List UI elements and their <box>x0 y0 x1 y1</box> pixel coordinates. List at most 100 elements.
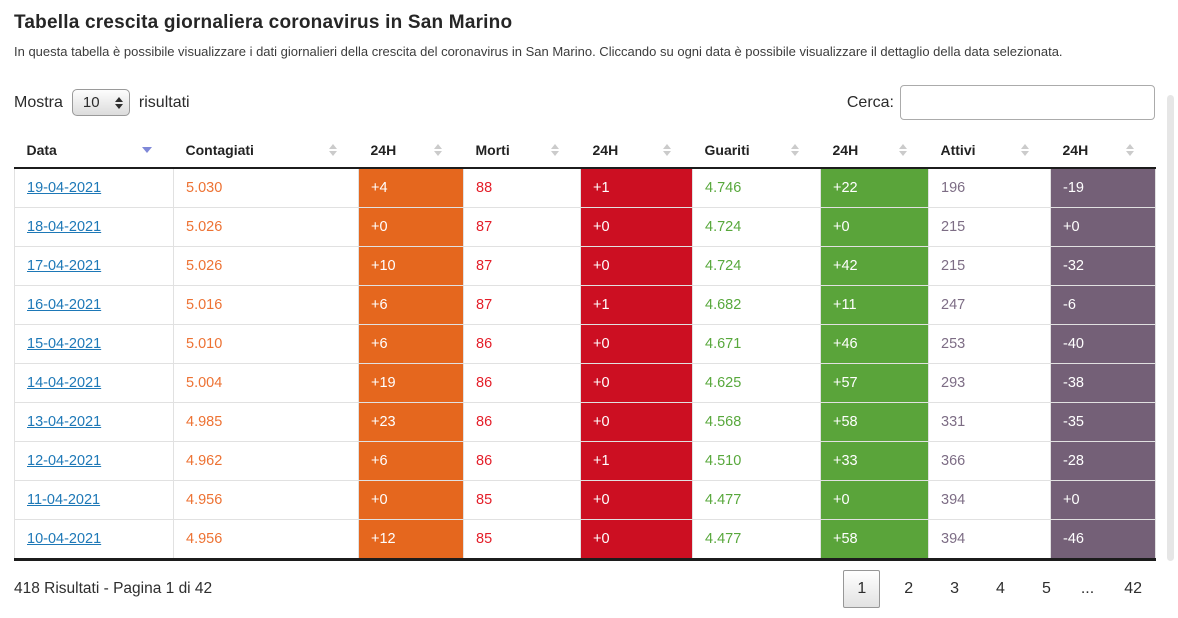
sort-both-icon <box>898 144 907 156</box>
cell-morti_24h: +0 <box>580 519 693 560</box>
vertical-scrollbar[interactable] <box>1167 95 1174 561</box>
search-label: Cerca: <box>846 93 894 111</box>
date-link[interactable]: 19-04-2021 <box>27 180 102 196</box>
column-header-guariti_24h[interactable]: 24H <box>821 133 929 168</box>
cell-attivi_24h: +0 <box>1050 480 1156 520</box>
table-controls: Mostra 10 risultati Cerca: <box>14 85 1155 120</box>
search-control: Cerca: <box>847 85 1155 120</box>
cell-guariti_24h: +42 <box>820 246 929 286</box>
cell-contagiati_24h: +0 <box>358 207 464 247</box>
table-row: 10-04-2021 4.956 +12 85 +0 4.477 +58 394 -46 <box>14 519 1156 560</box>
pagination-page-5[interactable]: 5 <box>1041 580 1051 597</box>
cell-morti: 86 <box>463 402 581 442</box>
cell-attivi: 331 <box>928 402 1051 442</box>
table-row: 12-04-2021 4.962 +6 86 +1 4.510 +33 366 -28 <box>14 441 1156 481</box>
cell-guariti_24h: +46 <box>820 324 929 364</box>
sort-both-icon <box>433 144 442 156</box>
cell-morti: 85 <box>463 480 581 520</box>
cell-attivi_24h: +0 <box>1050 207 1156 247</box>
pagination-page-3[interactable]: 3 <box>950 580 960 597</box>
show-results-select[interactable]: 10 <box>71 89 130 116</box>
cell-guariti: 4.724 <box>692 207 821 247</box>
date-link[interactable]: 13-04-2021 <box>27 414 102 430</box>
table-header-row: Data Contagiati 24H Morti 24H Guariti 24H Attiv… <box>15 133 1156 168</box>
cell-attivi_24h: -35 <box>1050 402 1156 442</box>
cell-contagiati: 5.016 <box>173 285 359 325</box>
column-header-morti[interactable]: Morti <box>464 133 581 168</box>
date-link[interactable]: 15-04-2021 <box>27 336 102 352</box>
pagination-page-42[interactable]: 42 <box>1124 580 1142 597</box>
cell-guariti: 4.724 <box>692 246 821 286</box>
cell-contagiati_24h: +4 <box>358 167 464 208</box>
cell-date: 19-04-2021 <box>14 167 174 208</box>
cell-attivi: 253 <box>928 324 1051 364</box>
show-results-value: 10 <box>82 94 100 111</box>
sort-desc-icon <box>141 147 152 153</box>
cell-attivi: 196 <box>928 167 1051 208</box>
cell-contagiati_24h: +23 <box>358 402 464 442</box>
cell-attivi_24h: -32 <box>1050 246 1156 286</box>
cell-guariti: 4.510 <box>692 441 821 481</box>
cell-date: 10-04-2021 <box>14 519 174 560</box>
cell-attivi: 293 <box>928 363 1051 403</box>
cell-attivi_24h: -6 <box>1050 285 1156 325</box>
show-label-before: Mostra <box>14 93 63 111</box>
cell-morti: 85 <box>463 519 581 560</box>
cell-attivi: 394 <box>928 519 1051 560</box>
column-label: Data <box>26 142 57 158</box>
search-input[interactable] <box>900 85 1155 120</box>
show-label-after: risultati <box>138 93 190 111</box>
column-header-guariti[interactable]: Guariti <box>693 133 821 168</box>
pagination-ellipsis: ... <box>1080 580 1095 597</box>
date-link[interactable]: 14-04-2021 <box>27 375 102 391</box>
cell-guariti_24h: +58 <box>820 402 929 442</box>
column-label: Contagiati <box>185 142 254 158</box>
pagination-page-1[interactable]: 1 <box>843 570 881 608</box>
cell-contagiati: 4.956 <box>173 480 359 520</box>
column-header-contagiati[interactable]: Contagiati <box>174 133 359 168</box>
cell-morti_24h: +0 <box>580 246 693 286</box>
page-subtitle: In questa tabella è possibile visualizza… <box>14 44 1063 59</box>
cell-contagiati: 4.962 <box>173 441 359 481</box>
date-link[interactable]: 12-04-2021 <box>27 453 102 469</box>
column-header-date[interactable]: Data <box>15 133 174 168</box>
column-header-attivi[interactable]: Attivi <box>929 133 1051 168</box>
cell-morti: 86 <box>463 441 581 481</box>
table-row: 13-04-2021 4.985 +23 86 +0 4.568 +58 331 -35 <box>14 402 1156 442</box>
column-header-morti_24h[interactable]: 24H <box>581 133 693 168</box>
cell-contagiati_24h: +10 <box>358 246 464 286</box>
cell-guariti: 4.568 <box>692 402 821 442</box>
cell-guariti_24h: +0 <box>820 207 929 247</box>
cell-guariti: 4.625 <box>692 363 821 403</box>
date-link[interactable]: 11-04-2021 <box>27 492 101 508</box>
cell-morti_24h: +0 <box>580 207 693 247</box>
cell-contagiati: 5.030 <box>173 167 359 208</box>
cell-guariti: 4.477 <box>692 480 821 520</box>
sort-both-icon <box>328 144 337 156</box>
cell-contagiati: 5.004 <box>173 363 359 403</box>
cell-guariti: 4.477 <box>692 519 821 560</box>
table-row: 11-04-2021 4.956 +0 85 +0 4.477 +0 394 +0 <box>14 480 1156 520</box>
pagination: 1 2 3 4 5... 42 <box>843 570 1155 608</box>
date-link[interactable]: 16-04-2021 <box>27 297 102 313</box>
cell-contagiati: 4.985 <box>173 402 359 442</box>
date-link[interactable]: 10-04-2021 <box>27 531 102 547</box>
pagination-page-2[interactable]: 2 <box>904 580 914 597</box>
cell-morti: 86 <box>463 324 581 364</box>
sort-both-icon <box>790 144 799 156</box>
cell-morti_24h: +0 <box>580 363 693 403</box>
pagination-page-4[interactable]: 4 <box>996 580 1005 597</box>
column-header-attivi_24h[interactable]: 24H <box>1051 133 1156 168</box>
cell-morti_24h: +0 <box>580 324 693 364</box>
cell-guariti_24h: +11 <box>820 285 929 325</box>
cell-guariti_24h: +33 <box>820 441 929 481</box>
cell-date: 12-04-2021 <box>14 441 174 481</box>
cell-attivi: 366 <box>928 441 1051 481</box>
date-link[interactable]: 18-04-2021 <box>27 219 102 235</box>
cell-morti_24h: +1 <box>580 441 693 481</box>
table-row: 19-04-2021 5.030 +4 88 +1 4.746 +22 196 -19 <box>14 167 1156 208</box>
cell-contagiati_24h: +19 <box>358 363 464 403</box>
column-header-contagiati_24h[interactable]: 24H <box>359 133 464 168</box>
date-link[interactable]: 17-04-2021 <box>27 258 102 274</box>
cell-morti: 86 <box>463 363 581 403</box>
